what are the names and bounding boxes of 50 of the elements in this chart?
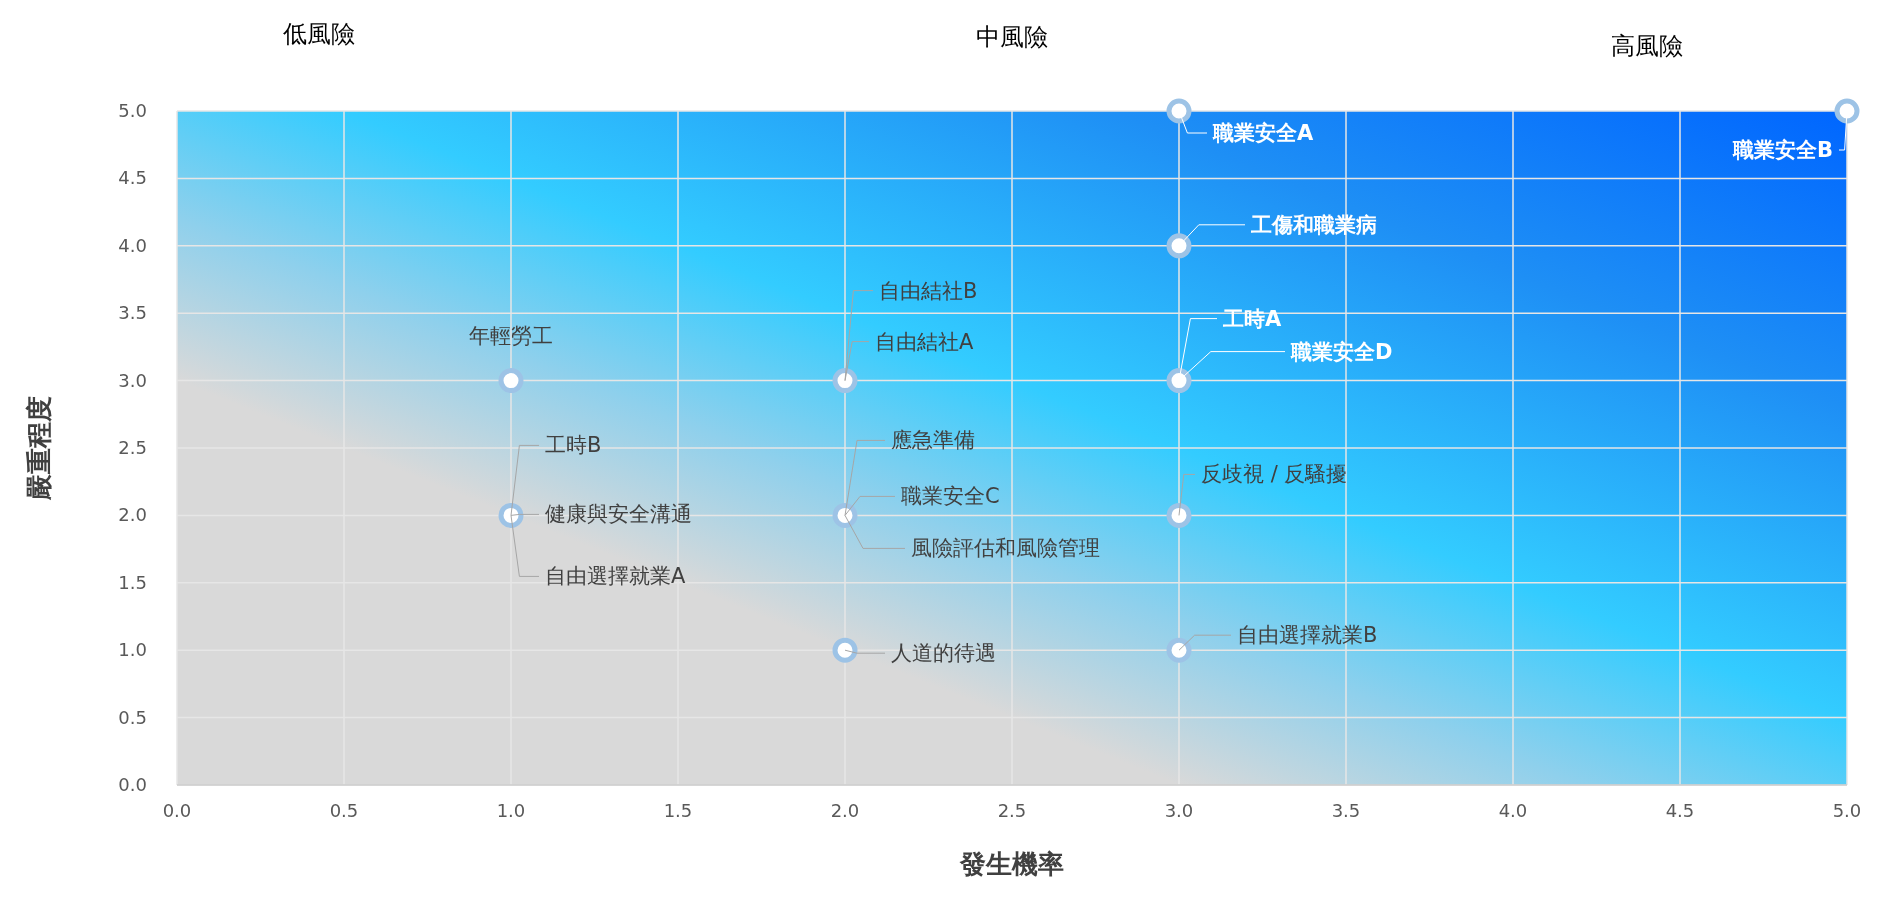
annotation: 自由選擇就業A: [545, 564, 686, 589]
x-tick-label: 4.5: [1665, 800, 1695, 821]
annotation: 應急準備: [891, 428, 975, 453]
annotation: 工時B: [545, 433, 602, 458]
x-axis-title: 發生機率: [959, 849, 1064, 879]
point: [1166, 233, 1192, 259]
y-tick-label: 0.5: [118, 706, 147, 728]
annotation: 人道的待遇: [891, 641, 996, 666]
y-tick-label: 3.0: [118, 369, 147, 391]
text: 低風險: [282, 20, 355, 48]
x-tick-label: 0.5: [329, 800, 359, 821]
annotation: 年輕勞工: [469, 323, 553, 348]
x-tick-label: 2.0: [830, 800, 860, 821]
point: [1166, 502, 1192, 528]
y-axis-title: 嚴重程度: [24, 396, 54, 501]
annotation: 自由結社A: [875, 329, 974, 354]
y-tick-label: 2.0: [118, 504, 147, 526]
point: [1834, 98, 1860, 124]
x-tick-label: 5.0: [1832, 800, 1862, 821]
point: [1166, 637, 1192, 663]
x-tick-label: 3.0: [1164, 800, 1194, 821]
annotation: 職業安全C: [901, 484, 1000, 509]
y-tick-label: 4.5: [118, 167, 147, 189]
point: [498, 368, 524, 394]
annotation: 職業安全B: [1731, 138, 1833, 162]
x-tick-label: 0.0: [162, 800, 192, 821]
annotation: 工時A: [1222, 306, 1282, 331]
text: 高風險: [1610, 32, 1683, 60]
x-tick-label: 1.0: [496, 800, 526, 821]
point: [832, 368, 858, 394]
y-tick-label: 1.5: [118, 571, 147, 593]
y-tick-label: 4.0: [118, 234, 147, 256]
annotation: 自由結社B: [879, 278, 978, 303]
point: [1166, 368, 1192, 394]
annotation: 風險評估和風險管理: [911, 536, 1100, 561]
point: [1166, 98, 1192, 124]
point: [832, 637, 858, 663]
y-tick-label: 3.5: [118, 302, 147, 324]
x-tick-label: 3.5: [1331, 800, 1361, 821]
x-tick-label: 4.0: [1498, 800, 1528, 821]
y-tick-label: 5.0: [118, 100, 147, 121]
y-tick-label: 1.0: [118, 639, 147, 661]
y-tick-label: 2.5: [118, 437, 147, 458]
annotation: 自由選擇就業B: [1237, 623, 1378, 648]
annotation: 健康與安全溝通: [545, 502, 692, 527]
annotation: 職業安全A: [1212, 121, 1314, 145]
y-tick-label: 0.0: [118, 774, 147, 795]
x-tick-label: 2.5: [997, 800, 1027, 821]
text: 中風險: [976, 23, 1048, 51]
x-tick-label: 1.5: [663, 800, 693, 821]
